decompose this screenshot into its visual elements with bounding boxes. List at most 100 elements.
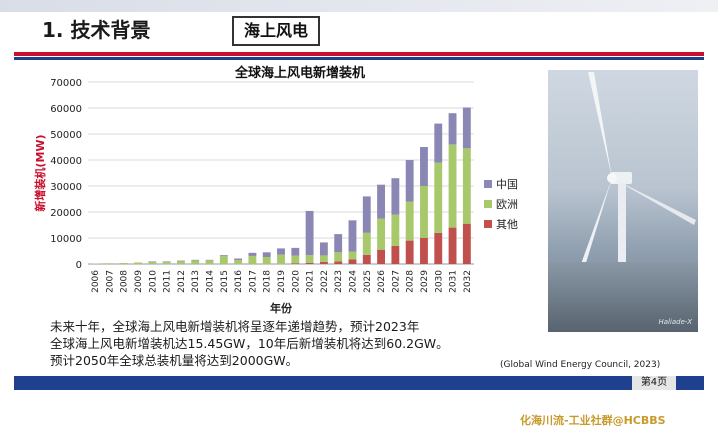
bar-china-2018 (262, 252, 271, 257)
x-tick-label: 2017 (248, 270, 258, 293)
bar-other-2023 (334, 261, 343, 264)
x-tick-label: 2011 (163, 270, 173, 293)
x-tick-label: 2027 (391, 270, 401, 293)
legend-item-other: 其他 (484, 214, 518, 234)
source-citation: (Global Wind Energy Council, 2023) (500, 360, 661, 370)
y-tick-label: 20000 (50, 208, 82, 219)
bar-europe-2031 (448, 144, 457, 228)
x-tick-label: 2022 (320, 270, 330, 293)
bar-china-2024 (348, 220, 357, 252)
x-tick-label: 2031 (449, 270, 459, 293)
bar-europe-2006 (91, 263, 100, 264)
slide-title-text: 1. 技术背景 (42, 18, 151, 42)
bar-other-2027 (391, 245, 400, 264)
bar-china-2016 (234, 258, 243, 261)
bar-china-2011 (162, 261, 171, 262)
wind-turbine-photo: Haliade-X (548, 70, 698, 332)
x-tick-label: 2014 (206, 270, 216, 293)
x-tick-label: 2020 (291, 270, 301, 293)
slide-title: 1. 技术背景 (42, 14, 150, 43)
y-tick-label: 60000 (50, 104, 82, 115)
bar-europe-2011 (162, 261, 171, 264)
bar-europe-2022 (319, 255, 328, 262)
bar-china-2019 (277, 248, 285, 255)
summary-line-2: 全球海上风电新增装机达15.45GW，10年后新增装机将达到60.2GW。 (50, 336, 449, 351)
bar-china-2022 (319, 242, 328, 256)
y-tick-label: 10000 (50, 234, 82, 245)
x-tick-label: 2008 (120, 270, 130, 293)
x-tick-label: 2026 (377, 270, 387, 293)
legend-swatch-europe (484, 200, 492, 208)
bar-europe-2018 (262, 256, 271, 264)
summary-paragraph: 未来十年，全球海上风电新增装机将呈逐年递增趋势，预计2023年 全球海上风电新增… (50, 318, 520, 369)
bar-europe-2019 (277, 254, 285, 264)
y-axis-title: 新增装机(MW) (33, 134, 47, 211)
page-number: 第4页 (632, 376, 676, 390)
legend-item-europe: 欧洲 (484, 194, 518, 214)
photo-caption: Haliade-X (658, 318, 692, 326)
y-tick-label: 0 (76, 260, 82, 271)
bar-other-2029 (420, 238, 428, 264)
bar-europe-2017 (248, 255, 257, 264)
bar-other-2031 (448, 227, 457, 264)
x-tick-label: 2018 (263, 270, 273, 293)
bar-europe-2008 (119, 262, 128, 264)
bar-other-2020 (291, 263, 300, 264)
bar-europe-2023 (334, 252, 343, 262)
legend-label-europe: 欧洲 (496, 198, 518, 211)
x-tick-label: 2021 (306, 270, 316, 293)
legend-swatch-other (484, 220, 492, 228)
bar-europe-2029 (420, 186, 428, 238)
chart-title: 全球海上风电新增装机 (234, 66, 365, 81)
footer-bar (14, 376, 704, 390)
x-tick-label: 2024 (348, 270, 358, 293)
bar-china-2029 (420, 147, 428, 186)
bar-europe-2010 (148, 261, 157, 264)
x-tick-label: 2012 (177, 270, 187, 293)
top-decoration-bar (0, 0, 718, 12)
bar-china-2032 (462, 107, 471, 149)
header-divider-blue (14, 57, 704, 60)
summary-line-1: 未来十年，全球海上风电新增装机将呈逐年递增趋势，预计2023年 (50, 319, 420, 334)
bar-europe-2028 (405, 201, 414, 241)
legend-label-other: 其他 (496, 218, 518, 231)
bar-china-2021 (305, 210, 314, 256)
y-tick-label: 70000 (50, 78, 82, 89)
bar-europe-2027 (391, 214, 400, 246)
bar-china-2020 (291, 247, 300, 256)
x-tick-label: 2013 (191, 270, 201, 293)
chart-legend: 中国 欧洲 其他 (484, 174, 518, 234)
bar-other-2032 (462, 223, 471, 264)
summary-line-3: 预计2050年全球总装机量将达到2000GW。 (50, 353, 299, 368)
bar-china-2031 (448, 113, 457, 145)
bar-other-2022 (319, 261, 328, 264)
bar-other-2028 (405, 240, 414, 264)
y-tick-label: 40000 (50, 156, 82, 167)
y-tick-label: 30000 (50, 182, 82, 193)
topic-badge: 海上风电 (232, 16, 320, 46)
bar-other-2021 (305, 262, 314, 264)
x-tick-label: 2032 (463, 270, 473, 293)
x-tick-label: 2009 (134, 270, 144, 293)
bar-europe-2030 (434, 162, 443, 233)
x-tick-label: 2025 (363, 270, 373, 293)
legend-item-china: 中国 (484, 174, 518, 194)
y-tick-label: 50000 (50, 130, 82, 141)
x-tick-label: 2028 (406, 270, 416, 293)
x-axis-title: 年份 (270, 301, 293, 315)
bar-china-2012 (176, 260, 185, 262)
x-tick-label: 2006 (91, 270, 101, 293)
bar-europe-2014 (205, 260, 214, 264)
bar-europe-2012 (176, 260, 185, 264)
bar-china-2026 (377, 184, 386, 219)
x-tick-label: 2015 (220, 270, 230, 293)
bar-china-2010 (148, 261, 157, 262)
x-tick-label: 2029 (420, 270, 430, 293)
header-divider-red (14, 52, 704, 56)
bar-china-2027 (391, 178, 400, 215)
legend-label-china: 中国 (496, 178, 518, 191)
bar-china-2013 (191, 259, 200, 261)
watermark: 化海川流-工业社群@HCBBS (520, 414, 666, 427)
bar-europe-2024 (348, 251, 357, 260)
x-tick-label: 2010 (148, 270, 158, 293)
